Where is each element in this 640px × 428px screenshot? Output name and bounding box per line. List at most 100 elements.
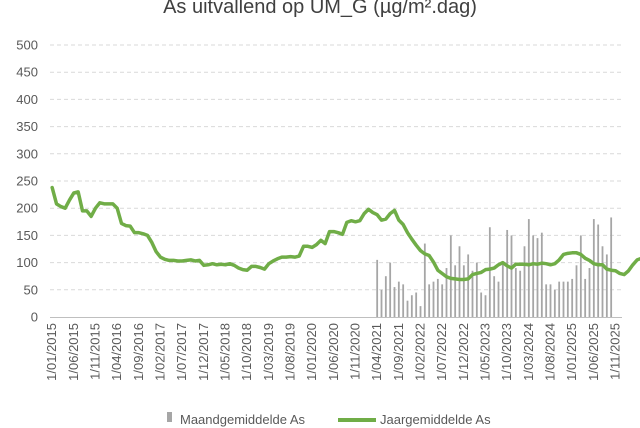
bar-maandgemiddelde xyxy=(584,278,587,317)
x-tick-label: 1/10/2023 xyxy=(499,323,514,381)
y-tick-label: 350 xyxy=(16,119,38,134)
x-tick-label: 1/01/2020 xyxy=(304,323,319,381)
bar-maandgemiddelde xyxy=(419,306,422,317)
x-tick-label: 1/06/2025 xyxy=(586,323,601,381)
y-tick-label: 500 xyxy=(16,38,38,53)
x-tick-label: 1/04/2021 xyxy=(369,323,384,381)
legend-swatch-jaargemiddelde xyxy=(338,418,376,422)
x-tick-label: 1/11/2025 xyxy=(608,323,623,380)
bar-maandgemiddelde xyxy=(571,278,574,317)
bar-maandgemiddelde xyxy=(475,262,478,317)
legend: Maandgemiddelde As Jaargemiddelde As xyxy=(0,412,640,428)
bar-maandgemiddelde xyxy=(549,284,552,317)
x-tick-label: 1/02/2022 xyxy=(413,323,428,381)
bar-maandgemiddelde xyxy=(588,268,591,317)
bar-maandgemiddelde xyxy=(536,238,539,317)
y-tick-label: 0 xyxy=(31,310,38,325)
x-tick-label: 1/02/2017 xyxy=(153,323,168,381)
bar-maandgemiddelde xyxy=(445,268,448,317)
bar-maandgemiddelde xyxy=(562,281,565,317)
bar-maandgemiddelde xyxy=(406,300,409,317)
bar-maandgemiddelde xyxy=(389,262,392,317)
bar-maandgemiddelde xyxy=(384,276,387,317)
bar-maandgemiddelde xyxy=(566,281,569,317)
bar-maandgemiddelde xyxy=(441,284,444,317)
bar-maandgemiddelde xyxy=(506,229,509,317)
x-tick-label: 1/11/2015 xyxy=(88,323,103,380)
legend-label-jaargemiddelde: Jaargemiddelde As xyxy=(380,412,491,427)
x-tick-label: 1/07/2017 xyxy=(174,323,189,381)
bar-maandgemiddelde xyxy=(484,295,487,317)
bar-maandgemiddelde xyxy=(575,265,578,317)
x-tick-label: 1/07/2022 xyxy=(434,323,449,381)
y-tick-label: 100 xyxy=(16,255,38,270)
x-tick-label: 1/05/2023 xyxy=(478,323,493,381)
x-tick-label: 1/06/2015 xyxy=(66,323,81,381)
bar-maandgemiddelde xyxy=(540,232,543,317)
y-axis: 0 50 100 150 200 250 300 350 400 450 500 xyxy=(16,38,38,325)
y-tick-label: 400 xyxy=(16,92,38,107)
x-tick-label: 1/10/2018 xyxy=(239,323,254,381)
bar-maandgemiddelde xyxy=(601,246,604,317)
bar-maandgemiddelde xyxy=(514,268,517,317)
bar-maandgemiddelde xyxy=(467,254,470,317)
bar-maandgemiddelde xyxy=(592,219,595,317)
x-tick-label: 1/08/2019 xyxy=(283,323,298,381)
bar-maandgemiddelde xyxy=(488,227,491,317)
bar-maandgemiddelde xyxy=(376,259,379,317)
bar-maandgemiddelde xyxy=(579,235,582,317)
bar-maandgemiddelde xyxy=(519,270,522,317)
bar-maandgemiddelde xyxy=(480,292,483,317)
y-tick-label: 150 xyxy=(16,228,38,243)
bar-maandgemiddelde xyxy=(449,235,452,317)
bar-maandgemiddelde xyxy=(393,287,396,317)
bar-maandgemiddelde xyxy=(410,295,413,317)
bar-series-maandgemiddelde xyxy=(376,217,613,317)
bar-maandgemiddelde xyxy=(501,262,504,317)
bar-maandgemiddelde xyxy=(605,254,608,317)
bar-maandgemiddelde xyxy=(553,289,556,317)
bar-maandgemiddelde xyxy=(462,265,465,317)
bar-maandgemiddelde xyxy=(558,281,561,317)
legend-label-maandgemiddelde: Maandgemiddelde As xyxy=(180,412,306,427)
x-tick-label: 1/01/2015 xyxy=(44,323,59,381)
x-tick-label: 1/01/2025 xyxy=(564,323,579,381)
bar-maandgemiddelde xyxy=(527,219,530,317)
bar-maandgemiddelde xyxy=(523,246,526,317)
legend-swatch-maandgemiddelde xyxy=(167,412,172,422)
bar-maandgemiddelde xyxy=(510,235,513,317)
bar-maandgemiddelde xyxy=(423,243,426,317)
x-tick-label: 1/04/2016 xyxy=(109,323,124,381)
x-tick-label: 1/03/2019 xyxy=(261,323,276,381)
line-series-jaargemiddelde xyxy=(50,185,640,282)
y-tick-label: 200 xyxy=(16,201,38,216)
bar-maandgemiddelde xyxy=(610,217,613,317)
y-tick-label: 50 xyxy=(24,282,38,297)
bar-maandgemiddelde xyxy=(493,276,496,317)
bar-maandgemiddelde xyxy=(471,270,474,317)
chart-title: As uitvallend op UM_G (µg/m².dag) xyxy=(163,0,477,18)
bar-maandgemiddelde xyxy=(497,281,500,317)
x-tick-label: 1/09/2021 xyxy=(391,323,406,381)
bar-maandgemiddelde xyxy=(532,235,535,317)
bar-maandgemiddelde xyxy=(454,265,457,317)
bar-maandgemiddelde xyxy=(436,278,439,317)
gridlines xyxy=(50,44,622,318)
line-jaargemiddelde xyxy=(50,185,640,282)
bar-maandgemiddelde xyxy=(415,292,418,317)
bar-maandgemiddelde xyxy=(402,284,405,317)
y-tick-label: 250 xyxy=(16,174,38,189)
x-tick-label: 1/05/2018 xyxy=(218,323,233,381)
bar-maandgemiddelde xyxy=(397,281,400,317)
x-tick-label: 1/08/2024 xyxy=(543,323,558,381)
bar-maandgemiddelde xyxy=(458,246,461,317)
x-tick-label: 1/12/2022 xyxy=(456,323,471,381)
x-tick-label: 1/06/2020 xyxy=(326,323,341,381)
bar-maandgemiddelde xyxy=(545,284,548,317)
x-tick-label: 1/03/2024 xyxy=(521,323,536,381)
y-tick-label: 450 xyxy=(16,65,38,80)
bar-maandgemiddelde xyxy=(380,289,383,317)
x-tick-label: 1/12/2017 xyxy=(196,323,211,381)
bar-maandgemiddelde xyxy=(428,284,431,317)
